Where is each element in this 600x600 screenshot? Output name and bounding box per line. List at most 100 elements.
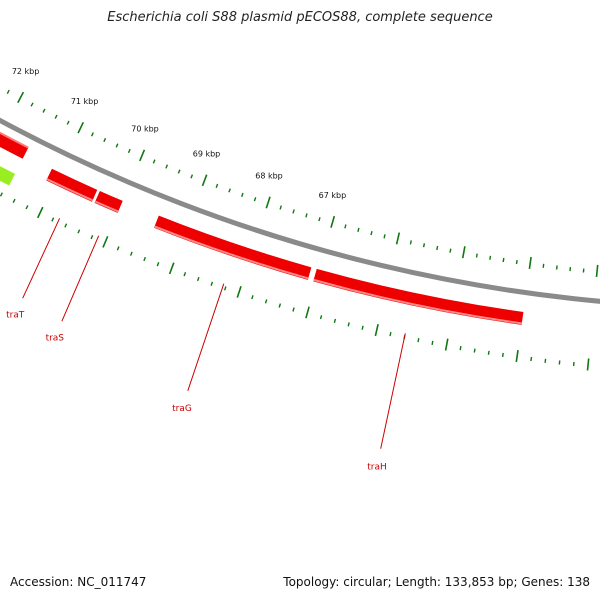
minor-tick: [319, 315, 323, 320]
gene-labels: traDtraTtraStraGtraH: [6, 218, 406, 472]
minor-tick: [542, 263, 545, 268]
reverse-gene-arrow: [154, 215, 312, 280]
minor-tick: [115, 143, 119, 148]
minor-tick: [489, 255, 492, 260]
minor-tick: [347, 322, 350, 327]
minor-tick: [473, 348, 476, 353]
gene-label: traH: [367, 462, 387, 472]
forward-gene-arrow: [0, 132, 29, 159]
minor-tick: [292, 307, 295, 312]
minor-tick: [116, 246, 120, 251]
minor-tick: [515, 259, 518, 265]
minor-tick: [228, 188, 231, 193]
minor-tick: [292, 209, 295, 214]
minor-tick: [459, 345, 462, 351]
kbp-label: 67 kbp: [319, 191, 347, 200]
gene-label: traS: [46, 334, 65, 344]
major-tick: [374, 324, 379, 337]
minor-tick: [90, 235, 94, 240]
minor-tick: [210, 281, 214, 286]
minor-tick: [223, 286, 227, 291]
minor-tick: [77, 229, 81, 234]
gene-label: traT: [6, 311, 25, 321]
minor-tick: [357, 227, 360, 232]
minor-tick: [449, 248, 452, 253]
map-title: Escherichia coli S88 plasmid pECOS88, co…: [107, 10, 493, 25]
major-tick: [395, 232, 401, 245]
minor-tick: [6, 89, 10, 95]
minor-tick: [278, 303, 282, 308]
feature-tracks: [0, 117, 600, 325]
minor-tick: [487, 350, 490, 355]
minor-tick: [370, 231, 373, 236]
reverse-gene-arrow: [94, 190, 123, 213]
major-tick: [444, 338, 449, 351]
backbone-ring: [0, 117, 600, 304]
major-tick: [305, 306, 310, 319]
minor-tick: [0, 192, 3, 197]
minor-tick: [129, 251, 133, 256]
major-tick: [36, 206, 44, 219]
minor-tick: [190, 174, 194, 179]
minor-tick: [156, 262, 160, 267]
minor-tick: [305, 213, 308, 218]
minor-tick: [152, 159, 156, 164]
minor-tick: [215, 183, 219, 189]
major-tick: [461, 246, 466, 259]
kbp-label: 69 kbp: [193, 149, 221, 158]
reverse-gene-arrow: [313, 268, 524, 325]
minor-tick: [183, 272, 187, 277]
minor-tick: [66, 120, 70, 125]
minor-tick: [344, 224, 347, 229]
minor-tick: [558, 360, 561, 365]
kbp-label: 70 kbp: [131, 125, 159, 134]
major-tick: [77, 121, 85, 134]
minor-tick: [90, 132, 94, 137]
kbp-label: 71 kbp: [71, 97, 99, 106]
major-tick: [201, 174, 208, 187]
major-tick: [586, 358, 590, 371]
sequence-info-text: Topology: circular; Length: 133,853 bp; …: [283, 575, 590, 589]
minor-tick: [54, 114, 58, 119]
minor-tick: [530, 356, 533, 362]
reverse-gene-highlight: [313, 278, 522, 325]
reverse-gene-highlight: [154, 225, 309, 280]
major-tick: [168, 262, 175, 275]
minor-tick: [103, 137, 107, 143]
major-tick: [102, 235, 109, 248]
minor-tick: [165, 164, 169, 169]
minor-tick: [361, 325, 364, 330]
accession-text: Accession: NC_011747: [10, 575, 147, 589]
minor-tick: [12, 198, 16, 204]
minor-tick: [555, 265, 558, 270]
gene-leader-line: [187, 283, 225, 391]
gene-leader-line: [22, 218, 61, 299]
minor-tick: [475, 253, 478, 258]
major-tick: [265, 196, 271, 209]
major-tick: [236, 285, 242, 298]
minor-tick: [502, 257, 505, 263]
kbp-label: 68 kbp: [255, 172, 283, 181]
minor-tick: [389, 332, 392, 337]
minor-tick: [333, 318, 337, 323]
minor-tick: [64, 223, 68, 228]
minor-tick: [436, 245, 439, 251]
kbp-labels: 78 kbp77 kbp76 kbp75 kbp74 kbp73 kbp72 k…: [12, 67, 347, 200]
minor-tick: [422, 243, 426, 248]
minor-tick: [417, 338, 420, 343]
major-tick: [595, 264, 599, 277]
minor-tick: [279, 205, 282, 210]
minor-tick: [127, 148, 131, 154]
minor-tick: [501, 352, 504, 358]
inner-tick-ring: [0, 192, 590, 371]
lime-feature: [0, 166, 16, 186]
minor-tick: [30, 102, 34, 107]
gene-leader-line: [61, 235, 100, 322]
minor-tick: [143, 256, 147, 262]
minor-tick: [51, 217, 55, 222]
forward-gene-highlight: [0, 131, 29, 149]
reverse-gene-arrow: [46, 168, 98, 202]
minor-tick: [318, 217, 321, 222]
